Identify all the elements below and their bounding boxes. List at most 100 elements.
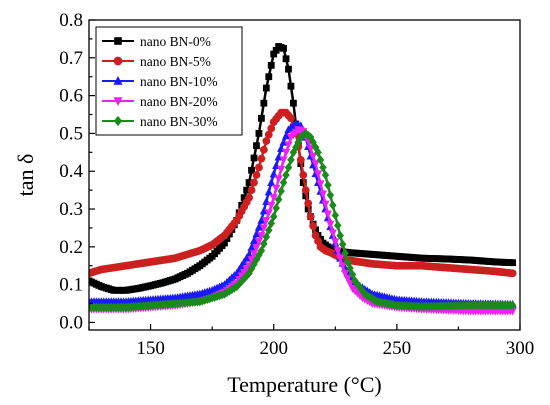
data-point [279,156,288,165]
data-point [259,145,268,154]
x-axis-title: Temperature (°C) [227,372,381,397]
data-point [277,165,286,174]
data-point [336,254,345,263]
data-point [272,203,280,213]
data-point [309,222,318,230]
data-point [331,210,340,220]
series-5 [89,128,517,312]
data-point [267,218,275,228]
data-point [508,300,517,311]
data-point [294,137,303,147]
data-point [284,162,293,173]
data-point [255,250,263,260]
data-point [301,186,310,195]
series-1 [89,43,517,294]
data-point [338,239,347,249]
data-point [240,273,248,284]
data-point [509,259,517,267]
legend-label: nano BN-5% [140,54,211,69]
data-point [247,243,256,251]
data-point [329,200,337,210]
data-point [345,279,355,288]
data-point [341,248,349,258]
data-point [252,244,261,253]
data-point [267,61,275,69]
data-point [324,180,332,190]
y-tick-label: 0.0 [59,312,83,333]
data-point [301,128,310,139]
legend-item: nano BN-10% [102,74,218,89]
data-point [280,44,287,52]
legend-item: nano BN-0% [102,34,211,49]
data-point [285,65,292,73]
data-point [267,201,276,210]
plot-frame [88,19,521,331]
data-point [265,73,273,81]
x-tick-label: 300 [506,338,535,359]
data-point [249,236,259,245]
data-point [233,281,241,292]
data-point [254,222,264,231]
data-point [346,263,354,273]
legend-label: nano BN-30% [140,114,218,129]
legend: nano BN-0% nano BN-5% nano BN-10% nano BN-2… [95,26,243,136]
data-point [257,232,266,240]
data-point [257,246,266,256]
data-point [221,239,228,247]
data-point [281,131,291,140]
data-point [353,279,362,289]
legend-label: nano BN-20% [140,94,218,109]
data-point [257,215,266,224]
data-point [267,178,276,186]
data-point [289,147,298,157]
data-point [311,160,320,169]
data-point [269,194,278,203]
x-tick-label: 250 [383,338,412,359]
data-point [250,259,258,269]
data-point [272,46,280,54]
data-point [306,132,315,142]
legend-marker [113,97,123,106]
data-point [326,220,335,229]
data-point [252,255,261,265]
data-point [287,155,295,165]
data-point [348,269,357,280]
data-point [272,184,281,193]
data-point [290,99,297,107]
data-point [341,269,350,278]
data-point [253,142,260,150]
y-tick-label: 0.1 [59,275,83,296]
data-point [304,130,312,140]
data-point [262,216,271,225]
data-point [274,175,283,184]
data-point [316,155,325,165]
data-point [260,239,268,249]
data-point [309,152,318,161]
data-point [319,162,327,173]
data-point [249,250,259,259]
data-point [282,55,290,63]
plot-area [89,43,517,316]
data-point [252,229,261,238]
data-point [333,247,342,256]
y-tick-label: 0.4 [59,161,83,182]
legend-marker [113,56,123,66]
data-point [264,209,273,218]
data-point [331,238,340,247]
data-point [508,269,517,278]
x-tick-label: 150 [136,338,165,359]
legend-marker [113,115,123,127]
data-point [314,147,322,157]
series-line [89,122,513,306]
y-tick-label: 0.6 [59,86,83,107]
data-point [250,154,258,162]
data-point [265,225,273,235]
data-point [245,268,253,278]
data-point [247,256,256,265]
data-point [297,132,305,142]
data-point [240,194,248,202]
data-point [356,282,364,293]
data-point [258,114,265,122]
data-point [247,186,256,195]
data-point [260,99,268,107]
